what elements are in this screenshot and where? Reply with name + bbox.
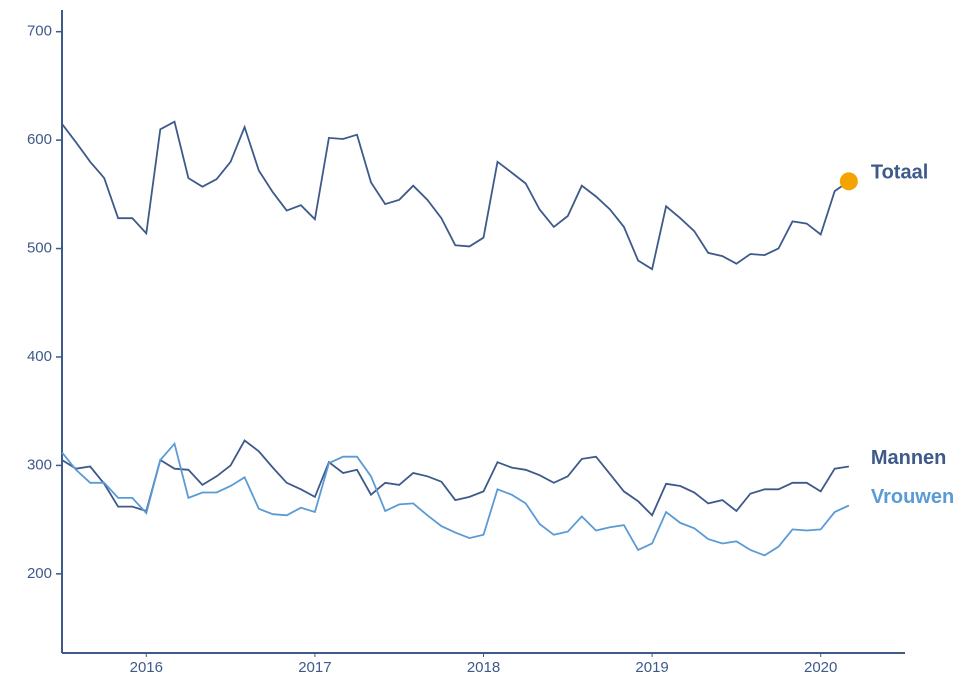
x-tick-label: 2017 bbox=[298, 659, 331, 676]
x-tick-label: 2020 bbox=[804, 659, 837, 676]
line bbox=[61, 441, 850, 557]
series-label: Totaal bbox=[871, 162, 928, 184]
x-tick-label: 2018 bbox=[467, 659, 500, 676]
y-tick-label: 300 bbox=[27, 456, 52, 473]
x-tick-label: 2016 bbox=[130, 659, 163, 676]
y-tick-label: 600 bbox=[27, 131, 52, 148]
highlight-dot bbox=[839, 172, 858, 191]
y-tick-label: 500 bbox=[27, 240, 52, 257]
y-tick-label: 700 bbox=[27, 23, 52, 40]
series-label: Vrouwen bbox=[871, 486, 954, 508]
y-tick-label: 200 bbox=[27, 565, 52, 582]
y-tick-label: 400 bbox=[27, 348, 52, 365]
x-tick-label: 2019 bbox=[635, 659, 668, 676]
series-label: Mannen bbox=[871, 447, 947, 469]
line bbox=[61, 120, 850, 271]
line bbox=[61, 439, 850, 517]
